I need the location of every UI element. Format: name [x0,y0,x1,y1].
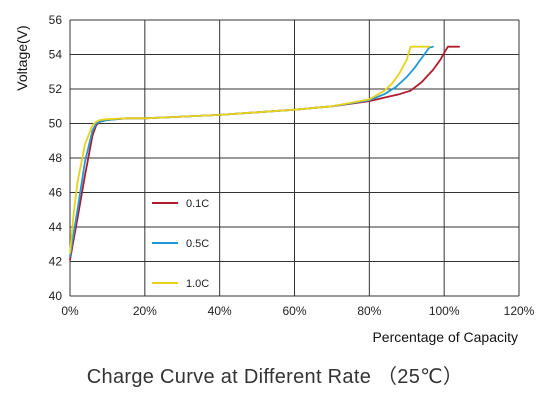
y-tick-label: 56 [49,13,63,27]
series-line-0-5C [69,45,434,258]
y-tick-label: 52 [49,82,63,96]
chart-title: Charge Curve at Different Rate （25℃） [86,366,464,388]
legend: 0.1C 0.5C 1.0C [152,198,209,290]
x-tick-label: 100% [429,304,460,318]
legend-label-0-1C: 0.1C [186,198,209,210]
x-axis-label: Percentage of Capacity [372,329,518,345]
y-tick-label: 54 [49,48,63,62]
series-line-1-0C [69,45,431,254]
x-tick-label: 40% [208,304,232,318]
y-axis-label: Voltage(V) [14,25,30,90]
y-tick-label: 40 [49,289,63,303]
x-tick-label: 60% [282,304,306,318]
y-tick-label: 48 [49,151,63,165]
y-tick-label: 50 [49,117,63,131]
x-tick-label: 0% [61,304,79,318]
x-tick-label: 20% [133,304,157,318]
y-tick-label: 42 [49,255,63,269]
y-tick-label: 44 [49,220,63,234]
legend-label-0-5C: 0.5C [186,238,209,250]
series-line-0-1C [69,45,461,261]
y-tick-labels: 40 42 44 46 48 50 52 54 56 [49,13,63,303]
x-tick-labels: 0% 20% 40% 60% 80% 100% 120% [61,304,534,318]
grid-lines [69,19,520,297]
x-tick-label: 80% [357,304,381,318]
x-tick-label: 120% [504,304,535,318]
legend-label-1-0C: 1.0C [186,278,209,290]
data-series [69,45,461,261]
y-tick-label: 46 [49,186,63,200]
